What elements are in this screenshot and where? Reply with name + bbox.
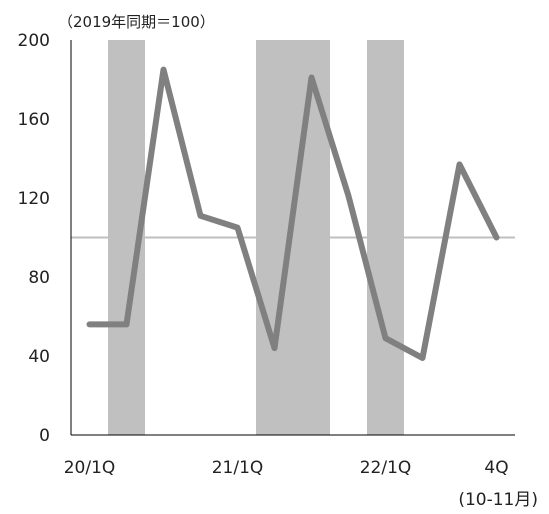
x-tick-labels: 20/1Q 21/1Q 22/1Q 4Q (10-11月) [64, 458, 538, 510]
y-tick-label: 80 [28, 268, 50, 288]
y-tick-labels: 0 40 80 120 160 200 [18, 31, 50, 446]
x-tick-sublabel: (10-11月) [458, 490, 538, 510]
y-tick-label: 40 [28, 347, 50, 367]
y-tick-label: 0 [39, 426, 50, 446]
series-line [86, 66, 500, 361]
x-tick-label: 4Q [484, 458, 508, 478]
x-tick-label: 21/1Q [212, 458, 264, 478]
y-tick-label: 120 [18, 189, 50, 209]
y-tick-label: 160 [18, 110, 50, 130]
y-unit-label: （2019年同期＝100） [58, 13, 215, 31]
y-tick-label: 200 [18, 31, 50, 51]
x-tick-label: 22/1Q [360, 458, 412, 478]
x-tick-label: 20/1Q [64, 458, 116, 478]
